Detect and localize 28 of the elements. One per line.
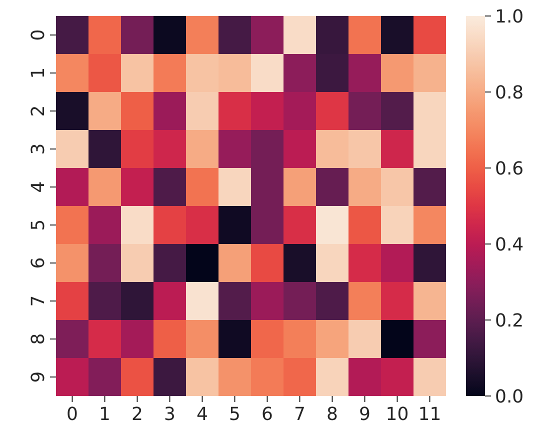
y-tick-label: 5 xyxy=(28,219,49,231)
x-tick-label: 8 xyxy=(326,404,338,425)
color-bar-label: 0.8 xyxy=(495,82,524,104)
y-tick-label: 6 xyxy=(28,257,49,269)
y-tick-label: 3 xyxy=(28,143,49,155)
color-bar-label: 0.4 xyxy=(495,234,524,256)
color-bar-label: 1.0 xyxy=(495,6,524,28)
y-tick-label: 2 xyxy=(28,105,49,117)
color-bar-label: 0.6 xyxy=(495,158,524,180)
y-tick-label: 8 xyxy=(28,333,49,345)
x-tick-label: 11 xyxy=(418,404,442,425)
x-tick-label: 4 xyxy=(196,404,208,425)
x-tick-label: 3 xyxy=(164,404,176,425)
x-tick-label: 10 xyxy=(386,404,409,425)
y-tick-label: 4 xyxy=(28,181,49,193)
y-tick-label: 7 xyxy=(28,295,49,307)
color-bar-label: 0.0 xyxy=(495,386,524,408)
y-tick-label: 1 xyxy=(28,67,49,79)
x-tick-label: 6 xyxy=(262,404,273,425)
color-bar-label: 0.2 xyxy=(495,310,524,332)
y-tick-label: 9 xyxy=(28,371,49,383)
y-tick-label: 0 xyxy=(28,29,49,41)
x-tick-label: 1 xyxy=(99,404,110,425)
x-tick-label: 0 xyxy=(66,404,78,425)
x-tick-label: 2 xyxy=(132,404,143,425)
x-tick-label: 5 xyxy=(229,404,240,425)
x-tick-label: 7 xyxy=(294,404,306,425)
x-tick-label: 9 xyxy=(359,404,370,425)
